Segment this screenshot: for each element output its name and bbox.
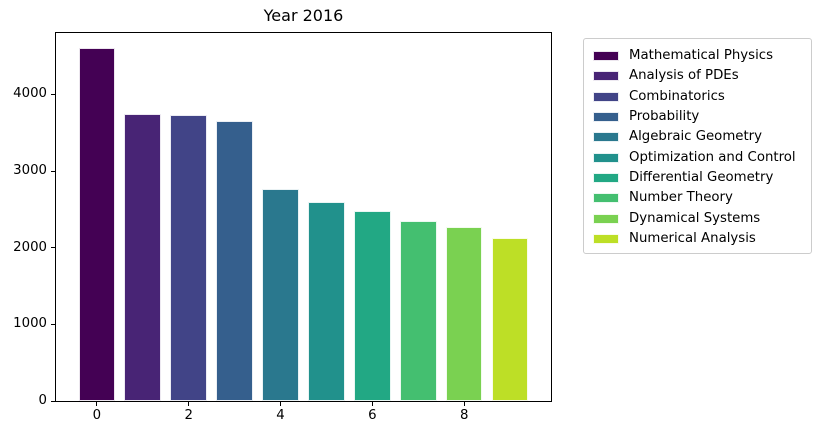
y-tick-mark xyxy=(51,93,55,95)
chart-title: Year 2016 xyxy=(263,6,344,25)
legend-label: Optimization and Control xyxy=(629,149,796,165)
legend-swatch xyxy=(593,152,619,163)
legend-item: Mathematical Physics xyxy=(593,46,805,66)
legend-label: Mathematical Physics xyxy=(629,48,774,64)
y-tick-label: 1000 xyxy=(13,316,47,332)
legend-item: Number Theory xyxy=(593,188,805,208)
legend-label: Differential Geometry xyxy=(629,169,774,185)
x-tick-mark xyxy=(188,402,190,406)
plot-area: 0 1000 2000 3000 4000 0 2 4 6 8 xyxy=(13,32,552,423)
legend-label: Dynamical Systems xyxy=(629,210,761,226)
bar xyxy=(354,210,391,401)
y-tick-mark xyxy=(51,170,55,172)
legend-item: Dynamical Systems xyxy=(593,208,805,228)
x-tick-label: 2 xyxy=(184,408,193,423)
legend-item: Analysis of PDEs xyxy=(593,66,805,86)
legend-label: Algebraic Geometry xyxy=(629,129,763,145)
bar xyxy=(124,114,162,401)
legend-item: Probability xyxy=(593,107,805,127)
legend-item: Optimization and Control xyxy=(593,147,805,167)
legend-swatch xyxy=(593,71,619,82)
legend-swatch xyxy=(593,91,619,102)
bar xyxy=(445,227,483,401)
x-tick-mark xyxy=(371,402,373,406)
legend-swatch xyxy=(593,213,619,224)
legend-swatch xyxy=(593,112,619,123)
legend-swatch xyxy=(593,172,619,183)
x-tick-label: 6 xyxy=(368,408,377,423)
x-tick-label: 8 xyxy=(459,408,469,423)
bar xyxy=(170,115,207,401)
legend-swatch xyxy=(593,233,619,244)
y-tick-mark xyxy=(51,323,55,325)
legend: Mathematical Physics Analysis of PDEs Comb… xyxy=(583,38,812,254)
x-tick-label: 4 xyxy=(276,408,285,423)
bar xyxy=(262,189,299,401)
legend-item: Algebraic Geometry xyxy=(593,127,805,147)
legend-item: Numerical Analysis xyxy=(593,229,805,249)
x-tick-mark xyxy=(280,402,281,406)
legend-label: Combinatorics xyxy=(629,88,725,104)
legend-swatch xyxy=(593,51,619,62)
y-tick-label: 0 xyxy=(38,393,47,408)
y-tick-label: 4000 xyxy=(13,86,47,102)
legend-swatch xyxy=(593,193,619,204)
legend-label: Analysis of PDEs xyxy=(629,68,739,84)
legend-label: Number Theory xyxy=(629,190,733,206)
legend-item: Differential Geometry xyxy=(593,168,805,188)
y-tick-label: 3000 xyxy=(13,163,47,178)
x-tick-label: 0 xyxy=(92,408,102,423)
legend-label: Numerical Analysis xyxy=(629,230,756,246)
legend-item: Combinatorics xyxy=(593,87,805,107)
y-tick-label: 2000 xyxy=(13,239,47,255)
x-tick-mark xyxy=(96,402,98,406)
bar xyxy=(399,220,437,401)
x-tick-mark xyxy=(463,402,465,406)
legend-label: Probability xyxy=(629,109,700,125)
bar xyxy=(216,121,253,401)
y-tick-mark xyxy=(51,400,55,402)
bar xyxy=(308,201,345,401)
legend-swatch xyxy=(593,132,619,143)
bar xyxy=(491,237,529,401)
y-tick-mark xyxy=(51,247,55,249)
bar xyxy=(78,48,116,401)
